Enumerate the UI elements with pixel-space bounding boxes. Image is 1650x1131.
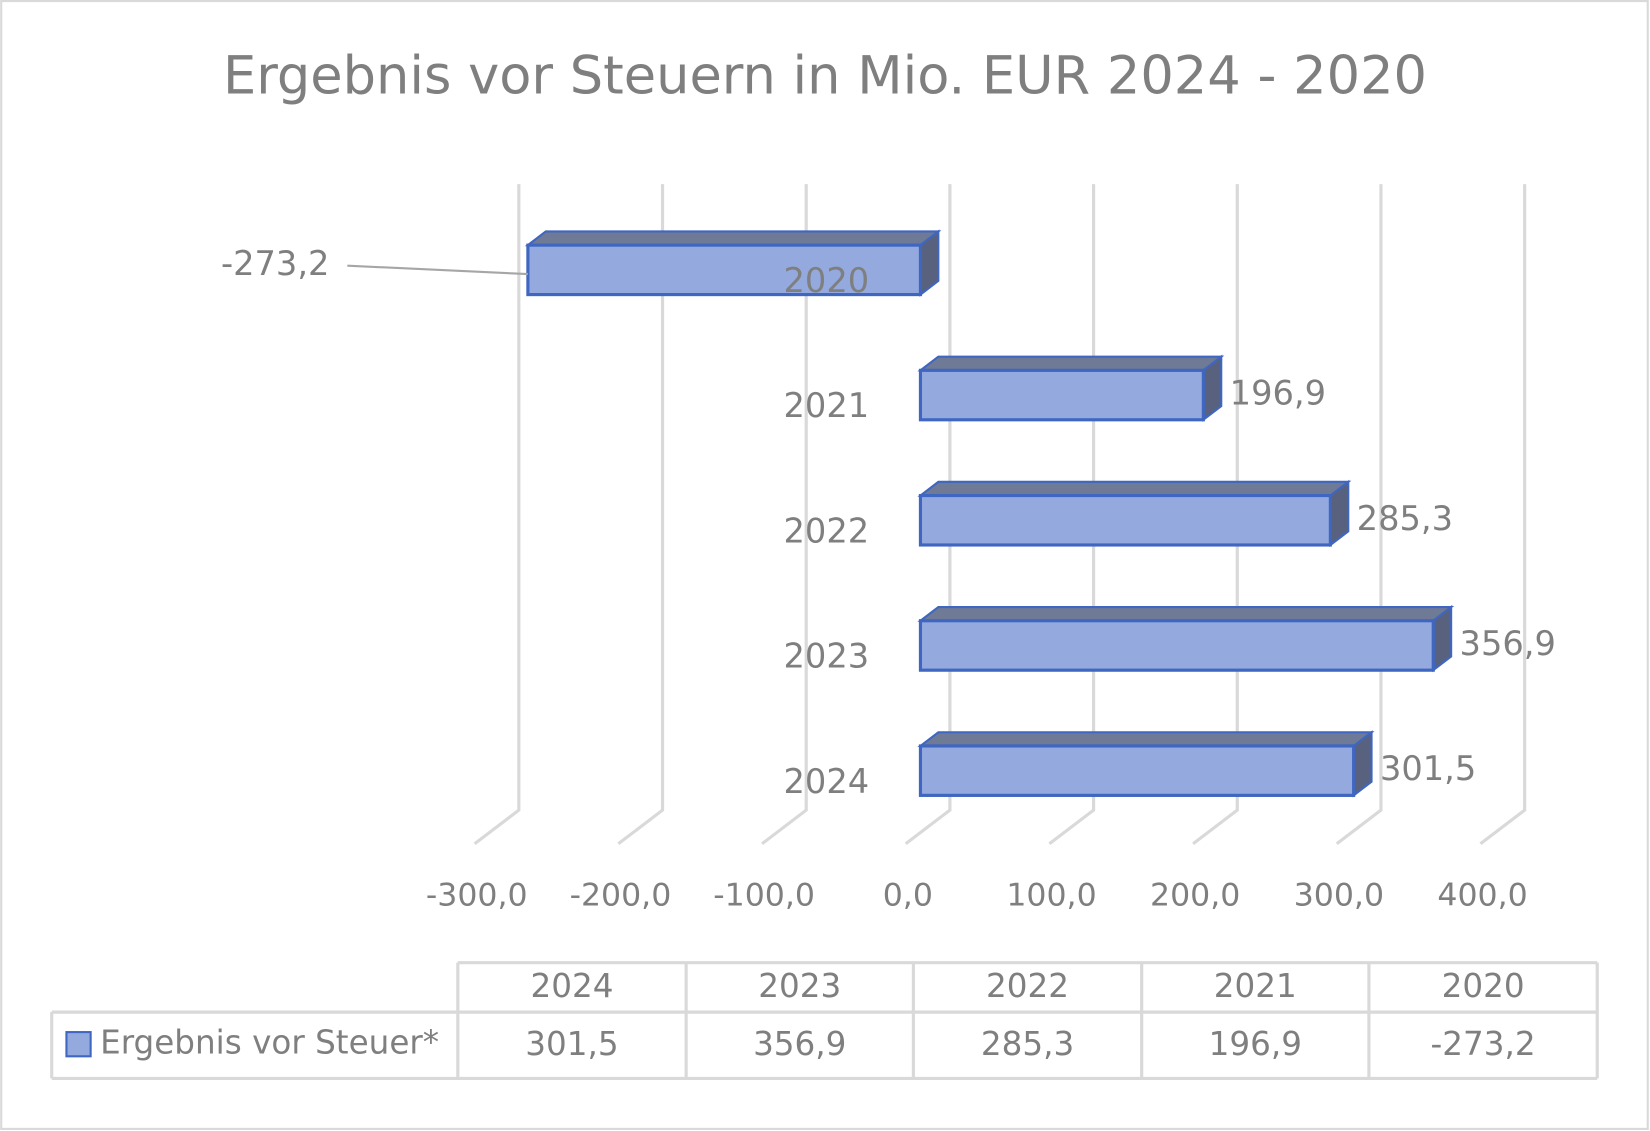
bar-top [917, 480, 1352, 497]
bar-top [917, 355, 1225, 372]
bar-top [524, 230, 942, 247]
bar [918, 619, 1435, 672]
grid-line [617, 184, 665, 846]
y-tick-label: 2020 [784, 261, 870, 300]
table-value: -273,2 [1431, 1025, 1536, 1063]
table-value: 301,5 [525, 1025, 618, 1063]
table-header: 2022 [986, 967, 1069, 1005]
x-tick-label: 400,0 [1437, 877, 1527, 913]
bar [918, 368, 1205, 422]
table-header: 2020 [1442, 967, 1525, 1005]
bar-top [917, 731, 1375, 747]
table-header: 2023 [758, 967, 841, 1005]
x-tick-label: 0,0 [883, 877, 933, 913]
grid-line [1479, 184, 1527, 846]
y-tick-label: 2021 [784, 386, 870, 425]
y-tick-label: 2022 [784, 511, 870, 550]
grid-line [1192, 184, 1239, 846]
data-label: 196,9 [1230, 374, 1326, 413]
data-label: 285,3 [1357, 499, 1453, 538]
x-tick-label: -300,0 [426, 877, 528, 913]
y-tick-label: 2023 [784, 637, 870, 676]
y-tick-label: 2024 [784, 762, 870, 801]
chart-title: Ergebnis vor Steuern in Mio. EUR 2024 - … [223, 46, 1427, 107]
table-header: 2024 [530, 967, 613, 1005]
grid-line [761, 184, 808, 846]
data-label: -273,2 [221, 244, 329, 283]
data-label: 356,9 [1460, 624, 1556, 663]
table-value: 196,9 [1209, 1025, 1302, 1063]
bar-top [917, 606, 1455, 622]
x-tick-label: 200,0 [1150, 877, 1240, 913]
x-tick-label: 300,0 [1294, 877, 1384, 913]
legend-label: Ergebnis vor Steuer* [100, 1024, 439, 1062]
x-tick-label: -100,0 [713, 877, 815, 913]
x-tick-label: 100,0 [1006, 877, 1096, 913]
table-value: 285,3 [981, 1025, 1074, 1063]
bar [526, 243, 923, 297]
table-header: 2021 [1214, 967, 1297, 1005]
data-label: 301,5 [1380, 749, 1476, 788]
grid-line [1335, 184, 1383, 846]
leader-line [347, 264, 528, 276]
x-tick-label: -200,0 [570, 877, 672, 913]
grid-line [473, 184, 521, 846]
legend-key [65, 1031, 92, 1058]
table-value: 356,9 [753, 1025, 846, 1063]
bar [918, 744, 1356, 797]
bar [918, 493, 1332, 547]
